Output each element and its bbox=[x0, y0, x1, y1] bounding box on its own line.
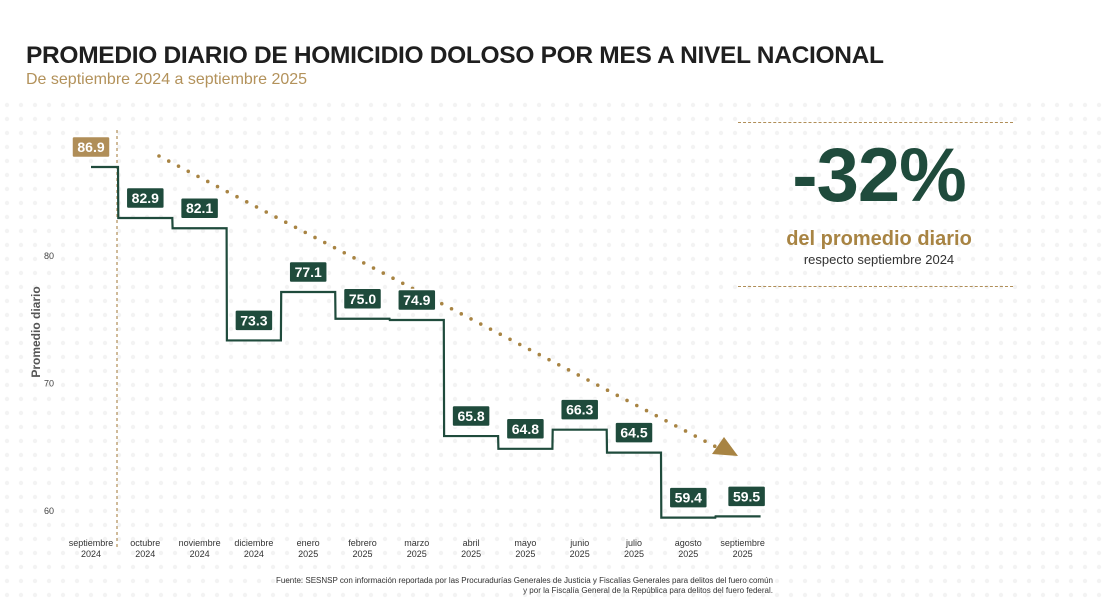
data-label: 73.3 bbox=[240, 312, 267, 328]
source-line-2: y por la Fiscalía General de la Repúblic… bbox=[523, 586, 773, 595]
data-label-box bbox=[342, 287, 383, 310]
source-note: Fuente: SESNSP con información reportada… bbox=[200, 576, 773, 596]
data-label: 86.9 bbox=[77, 139, 104, 155]
x-tick-label: febrero 2025 bbox=[348, 538, 377, 559]
data-label: 74.9 bbox=[403, 292, 430, 308]
data-label-box bbox=[614, 421, 654, 444]
x-tick-label: mayo 2025 bbox=[514, 538, 536, 559]
x-tick-label: septiembre 2024 bbox=[69, 538, 114, 559]
y-tick-label: 70 bbox=[44, 379, 54, 389]
x-tick-label-line: septiembre bbox=[69, 538, 114, 548]
x-tick-label: abril 2025 bbox=[461, 538, 481, 559]
data-label-box bbox=[668, 486, 709, 509]
x-tick-label-line: agosto bbox=[675, 538, 702, 548]
data-label-box bbox=[505, 417, 546, 441]
x-tick-label-line: 2025 bbox=[570, 549, 590, 559]
x-tick-label-line: 2024 bbox=[81, 549, 101, 559]
x-tick-label: noviembre 2024 bbox=[179, 538, 221, 559]
dotted-background bbox=[0, 100, 1110, 606]
y-tick-label: 80 bbox=[44, 251, 54, 261]
x-tick-label-line: 2025 bbox=[733, 549, 753, 559]
data-label-box bbox=[288, 260, 328, 284]
x-tick-label-line: 2025 bbox=[461, 549, 481, 559]
data-label: 82.1 bbox=[186, 200, 213, 216]
x-tick-label-line: julio bbox=[625, 538, 642, 548]
chart-subtitle: De septiembre 2024 a septiembre 2025 bbox=[26, 71, 308, 88]
data-label: 64.5 bbox=[620, 425, 647, 441]
x-tick-label-line: 2025 bbox=[298, 549, 318, 559]
x-tick-label-line: noviembre bbox=[179, 538, 221, 548]
x-tick-label-line: septiembre bbox=[720, 538, 765, 548]
x-tick-label-line: 2025 bbox=[624, 549, 644, 559]
series-step-line bbox=[91, 165, 761, 519]
data-label: 59.4 bbox=[675, 490, 702, 506]
kpi-percent-change: -32% bbox=[792, 133, 966, 218]
data-label: 77.1 bbox=[295, 264, 322, 280]
data-label: 66.3 bbox=[566, 402, 593, 418]
kpi-label: del promedio diario bbox=[786, 228, 972, 250]
data-label: 59.5 bbox=[733, 488, 760, 504]
x-tick-label-line: 2025 bbox=[407, 549, 427, 559]
data-label: 64.8 bbox=[512, 421, 539, 437]
x-tick-label-line: 2024 bbox=[135, 549, 155, 559]
data-label: 75.0 bbox=[349, 291, 376, 307]
x-tick-label: enero 2025 bbox=[297, 538, 320, 559]
x-tick-label: agosto 2025 bbox=[675, 538, 702, 559]
trend-arrow-line bbox=[157, 154, 724, 452]
x-tick-label-line: 2024 bbox=[244, 549, 264, 559]
data-label-box bbox=[397, 288, 437, 312]
x-tick-label: marzo 2025 bbox=[404, 538, 429, 559]
x-tick-label-line: marzo bbox=[404, 538, 429, 548]
x-tick-label-line: junio bbox=[569, 538, 589, 548]
x-tick-label-line: enero bbox=[297, 538, 320, 548]
kpi-divider-top bbox=[738, 122, 1013, 123]
x-tick-label: julio 2025 bbox=[624, 538, 644, 559]
data-label-box bbox=[179, 196, 220, 220]
x-tick-label-line: diciembre bbox=[234, 538, 273, 548]
x-tick-label-line: 2025 bbox=[678, 549, 698, 559]
x-tick-label-line: octubre bbox=[130, 538, 160, 548]
x-tick-label: junio 2025 bbox=[569, 538, 590, 559]
x-tick-label-line: 2025 bbox=[352, 549, 372, 559]
x-tick-label-line: febrero bbox=[348, 538, 377, 548]
x-tick-label-line: 2024 bbox=[190, 549, 210, 559]
x-tick-label-line: 2025 bbox=[515, 549, 535, 559]
data-label: 82.9 bbox=[132, 190, 159, 206]
data-label-box bbox=[451, 404, 491, 428]
data-label-box bbox=[71, 135, 111, 159]
kpi-sublabel: respecto septiembre 2024 bbox=[803, 252, 955, 267]
data-label-box bbox=[125, 186, 166, 210]
x-tick-label: diciembre 2024 bbox=[234, 538, 273, 559]
data-label-box bbox=[559, 398, 600, 421]
data-label-box bbox=[726, 485, 767, 508]
data-label: 65.8 bbox=[457, 408, 484, 424]
y-tick-label: 60 bbox=[44, 506, 54, 516]
x-tick-label-line: mayo bbox=[514, 538, 536, 548]
y-axis-title: Promedio diario bbox=[29, 286, 43, 377]
x-tick-label-line: abril bbox=[463, 538, 480, 548]
kpi-divider-bottom bbox=[738, 286, 1013, 287]
data-label-box bbox=[234, 309, 274, 332]
x-tick-label: septiembre 2025 bbox=[720, 538, 765, 559]
source-line-1: Fuente: SESNSP con información reportada… bbox=[276, 576, 773, 585]
trend-arrowhead bbox=[712, 437, 738, 456]
chart-title: PROMEDIO DIARIO DE HOMICIDIO DOLOSO POR … bbox=[26, 42, 884, 69]
x-tick-label: octubre 2024 bbox=[130, 538, 160, 559]
